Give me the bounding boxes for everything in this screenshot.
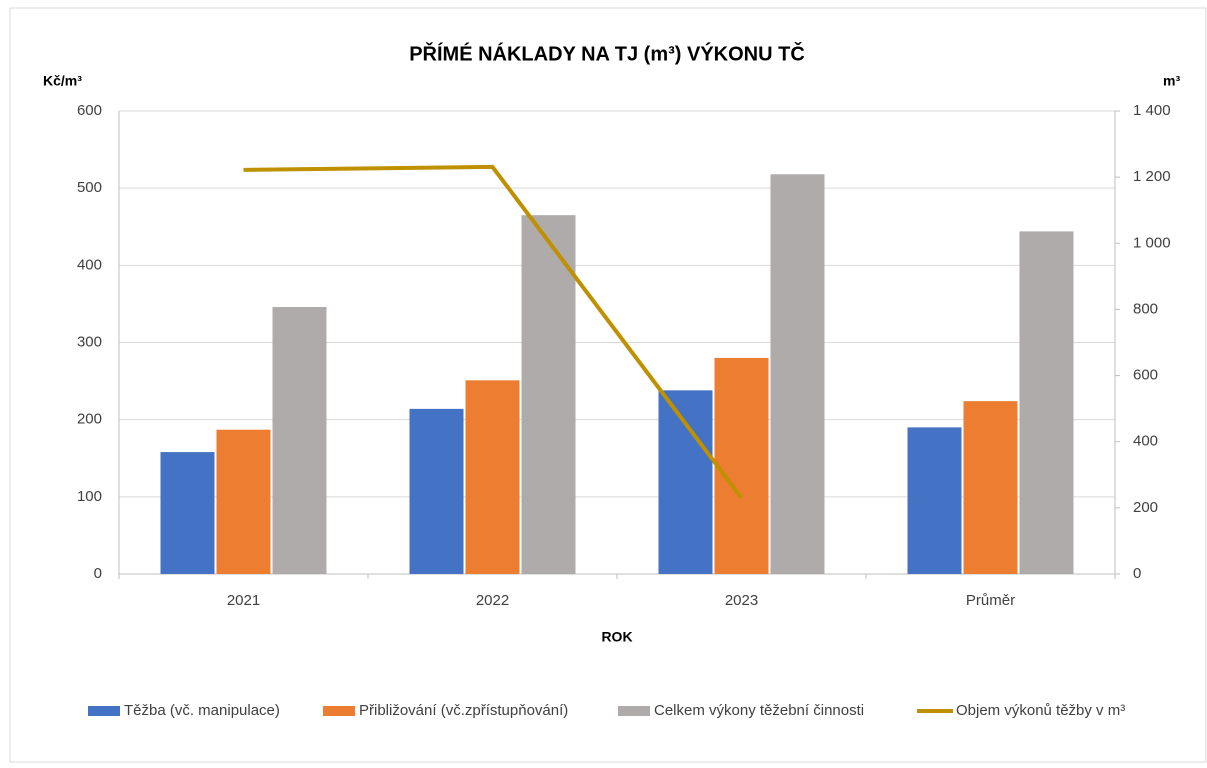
x-tick-label: 2021 <box>227 592 260 609</box>
x-tick-label: 2022 <box>476 592 509 609</box>
y-tick-label: 500 <box>77 179 102 196</box>
bar <box>658 390 713 574</box>
y2-tick-label: 1 000 <box>1133 234 1171 251</box>
legend-label: Celkem výkony těžební činnosti <box>654 702 864 719</box>
bar <box>465 380 520 574</box>
chart-frame <box>9 7 1207 763</box>
bar <box>714 357 769 574</box>
y-tick-label: 100 <box>77 488 102 505</box>
bar <box>216 429 271 574</box>
legend-label: Přibližování (vč.zpřístupňování) <box>359 702 568 719</box>
y-tick-label: 400 <box>77 256 102 273</box>
bar <box>160 452 215 574</box>
y2-tick-label: 1 400 <box>1133 102 1171 119</box>
y-tick-label: 0 <box>94 565 102 582</box>
legend-swatch <box>618 706 650 716</box>
y2-tick-label: 400 <box>1133 433 1158 450</box>
y-tick-label: 300 <box>77 333 102 350</box>
bar <box>770 174 825 574</box>
y2-tick-label: 1 200 <box>1133 168 1171 185</box>
legend-label: Těžba (vč. manipulace) <box>124 702 280 719</box>
bar <box>1019 231 1074 574</box>
bar <box>272 307 327 574</box>
y2-tick-label: 600 <box>1133 367 1158 384</box>
legend-label: Objem výkonů těžby v m³ <box>956 702 1125 719</box>
bar <box>907 427 962 574</box>
y-axis-label: Kč/m³ <box>43 73 82 89</box>
y-tick-label: 200 <box>77 411 102 428</box>
y2-tick-label: 200 <box>1133 499 1158 516</box>
bar <box>409 408 464 574</box>
line-series <box>243 164 744 500</box>
y2-axis-label: m³ <box>1163 73 1180 89</box>
legend-swatch <box>88 706 120 716</box>
bar <box>521 215 576 575</box>
x-axis-label: ROK <box>601 629 632 645</box>
bar <box>963 401 1018 574</box>
chart-title: PŘÍMÉ NÁKLADY NA TJ (m³) VÝKONU TČ <box>409 41 805 65</box>
y2-tick-label: 800 <box>1133 300 1158 317</box>
y-tick-label: 600 <box>77 102 102 119</box>
x-tick-label: 2023 <box>725 592 758 609</box>
y2-tick-label: 0 <box>1133 565 1141 582</box>
legend-swatch <box>323 706 355 716</box>
x-tick-label: Průměr <box>966 592 1015 609</box>
